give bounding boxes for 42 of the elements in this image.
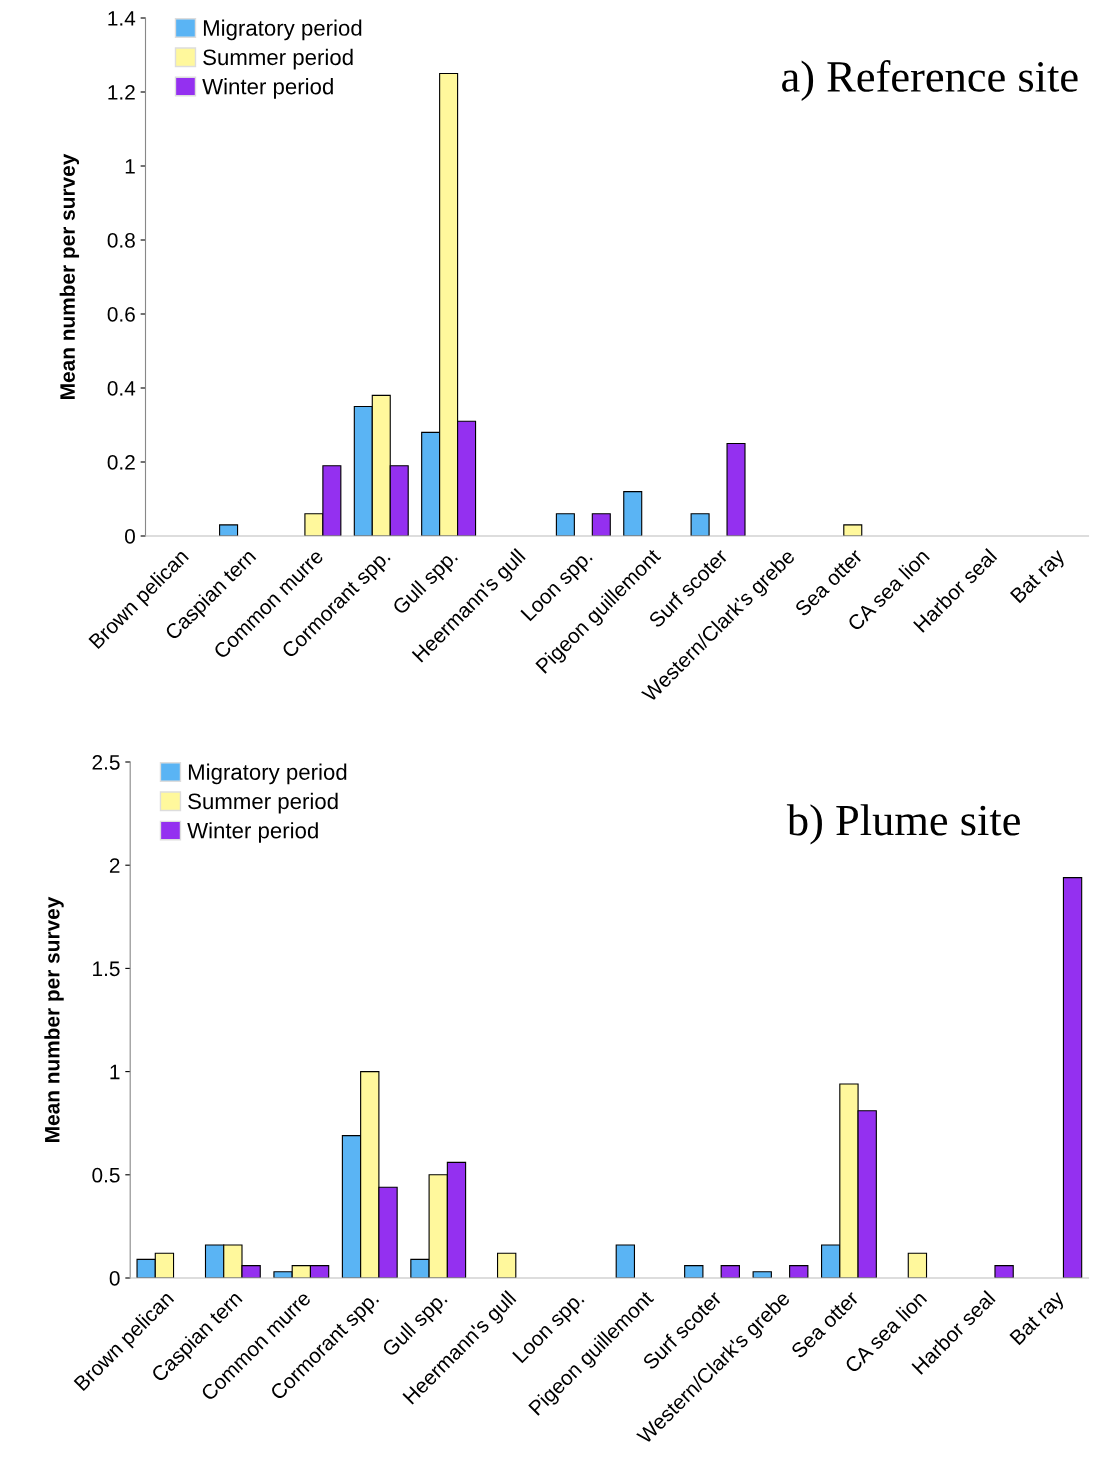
legend-label: Migratory period xyxy=(188,763,347,785)
bar xyxy=(615,1244,636,1278)
y-tick-label: 1.5 xyxy=(93,961,120,977)
bar xyxy=(726,442,746,536)
bar xyxy=(994,1265,1014,1278)
y-axis-title: Mean number per survey xyxy=(44,896,64,1142)
y-tick-label: 1 xyxy=(110,1064,120,1080)
bar xyxy=(720,1265,740,1278)
bar xyxy=(555,513,575,536)
legend-label: Winter period xyxy=(202,78,333,99)
x-tick-label: Bat ray xyxy=(1009,1289,1069,1349)
y-tick-label: 2.5 xyxy=(92,755,120,770)
bar xyxy=(907,1252,928,1278)
y-tick-label: 0.8 xyxy=(107,233,135,248)
y-tick-label: 2 xyxy=(109,858,120,873)
legend-label: Migratory period xyxy=(203,19,362,41)
y-tick-label: 1.4 xyxy=(108,11,136,26)
text: b) Plume site xyxy=(786,804,1020,845)
bar xyxy=(752,1271,772,1278)
bar xyxy=(591,513,611,536)
bar xyxy=(1062,877,1083,1278)
y-tick-label: 0.5 xyxy=(92,1167,120,1183)
bar xyxy=(789,1265,809,1278)
bar xyxy=(623,491,643,536)
y-axis-title: Mean number per survey xyxy=(59,153,80,399)
bar xyxy=(690,513,710,536)
legend-label: Summer period xyxy=(188,792,338,814)
bar xyxy=(496,1252,517,1278)
bar xyxy=(843,524,863,536)
legend-label: Winter period xyxy=(187,822,318,843)
y-tick-label: 0.4 xyxy=(107,381,136,396)
y-tick-label: 1 xyxy=(125,159,135,174)
text: a) Reference site xyxy=(782,60,1078,101)
y-tick-label: 0 xyxy=(109,1271,120,1286)
bar xyxy=(684,1265,704,1278)
x-tick-label: Bat ray xyxy=(1009,547,1069,607)
bar xyxy=(219,524,239,536)
y-tick-label: 0.6 xyxy=(107,307,135,322)
y-tick-label: 0 xyxy=(125,529,135,544)
legend-label: Summer period xyxy=(203,48,353,70)
y-tick-label: 1.2 xyxy=(108,85,135,100)
y-tick-label: 0.2 xyxy=(107,455,135,470)
